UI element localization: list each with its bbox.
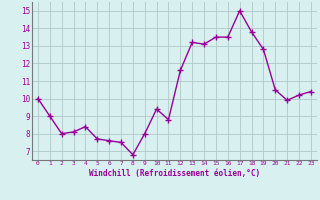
X-axis label: Windchill (Refroidissement éolien,°C): Windchill (Refroidissement éolien,°C)	[89, 169, 260, 178]
